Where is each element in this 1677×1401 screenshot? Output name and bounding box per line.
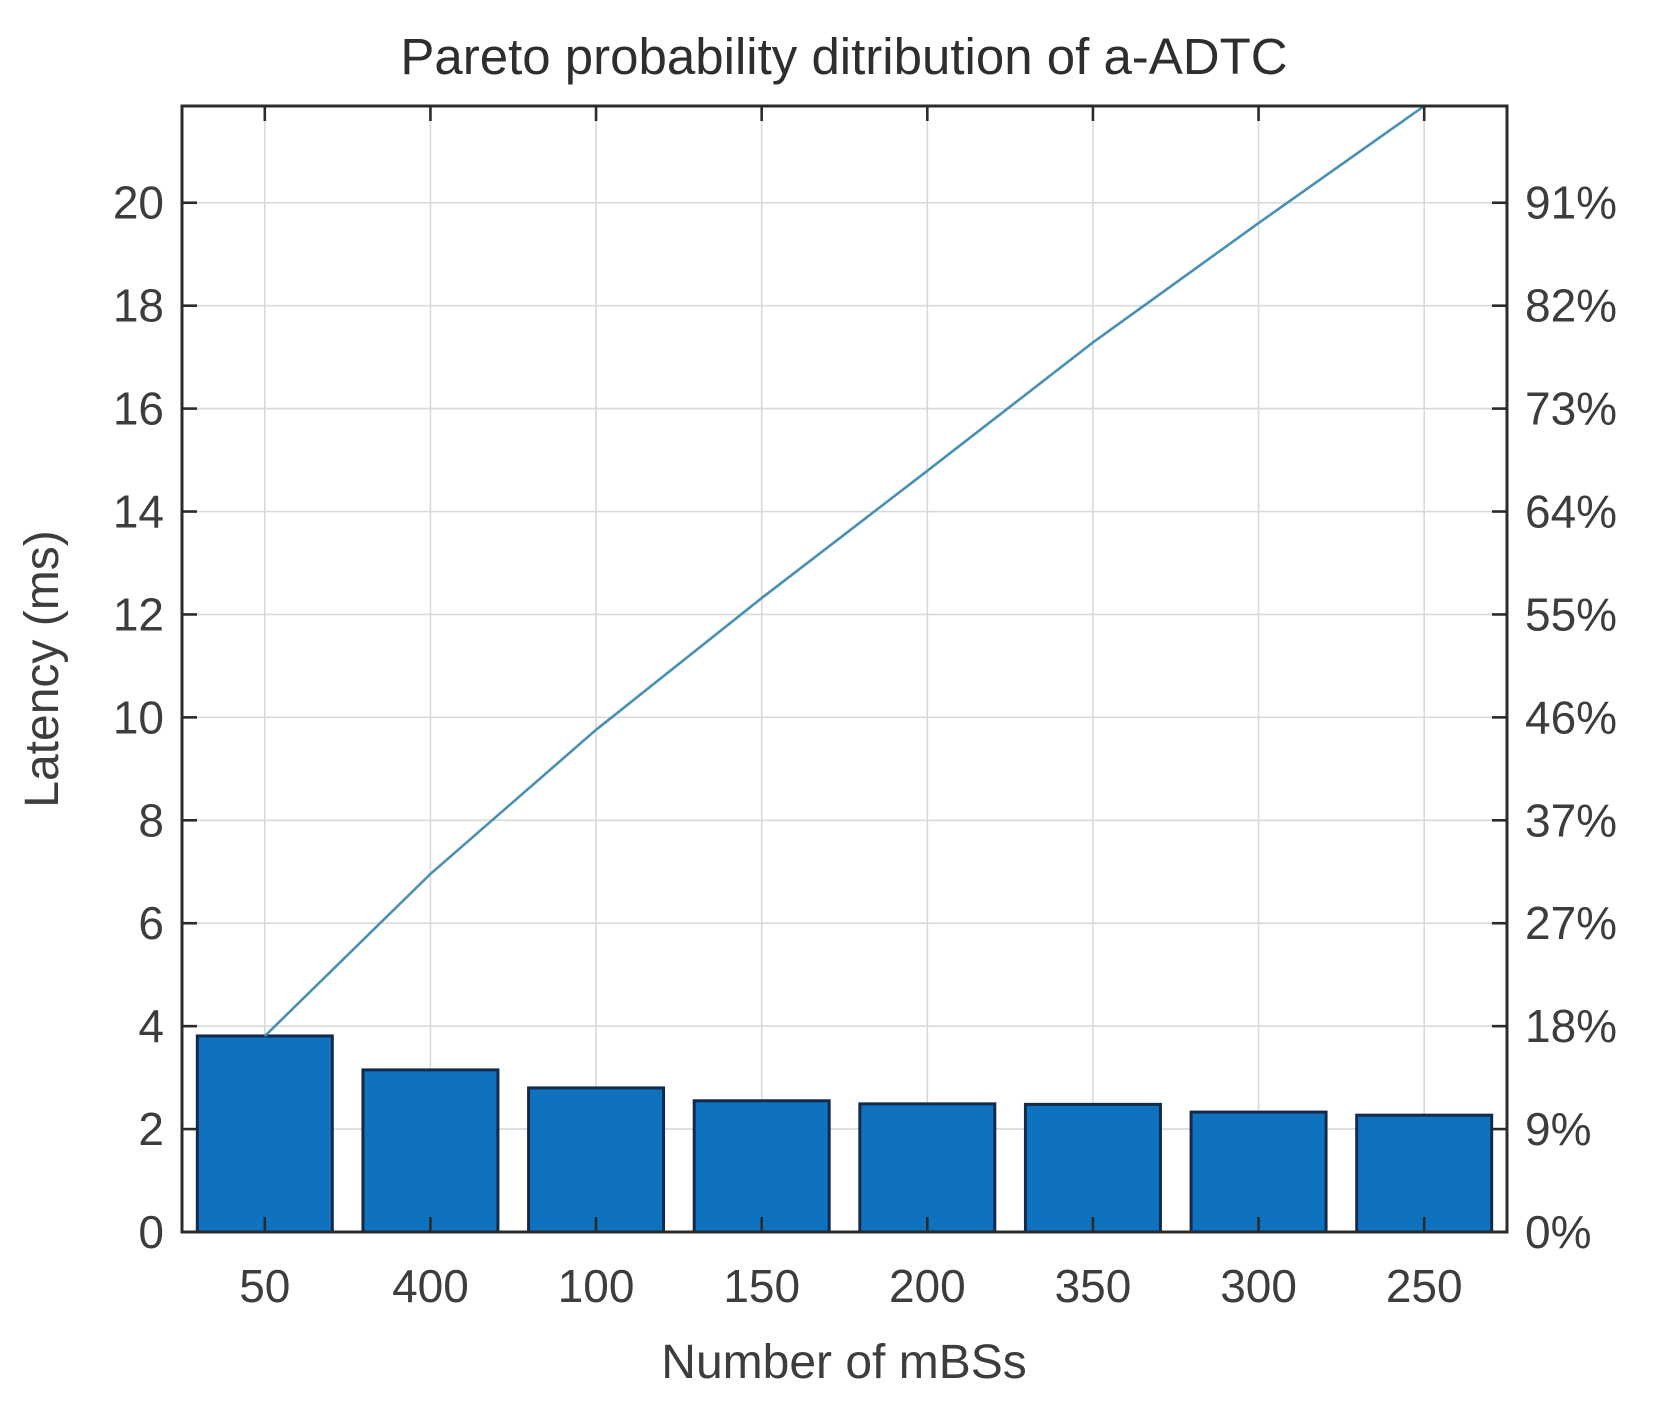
y-tick-label-right: 9% — [1525, 1103, 1591, 1155]
y-tick-label-left: 10 — [113, 691, 164, 743]
y-tick-label-left: 20 — [113, 177, 164, 229]
y-axis-label: Latency (ms) — [16, 530, 69, 807]
x-tick-label: 200 — [889, 1260, 966, 1312]
bar — [361, 1068, 500, 1234]
x-tick-label: 150 — [723, 1260, 800, 1312]
y-tick-label-left: 4 — [138, 1000, 164, 1052]
y-tick-label-left: 8 — [138, 794, 164, 846]
axes-box-and-ticks — [180, 104, 1509, 1234]
y-tick-label-left: 16 — [113, 383, 164, 435]
x-tick-label: 100 — [558, 1260, 635, 1312]
y-tick-label-right: 27% — [1525, 897, 1617, 949]
bar — [1189, 1110, 1328, 1234]
y-tick-label-left: 2 — [138, 1103, 164, 1155]
bar — [858, 1102, 997, 1234]
x-tick-label: 350 — [1055, 1260, 1132, 1312]
y-tick-label-right: 64% — [1525, 486, 1617, 538]
x-tick-label: 50 — [239, 1260, 290, 1312]
bar — [692, 1099, 831, 1234]
cumulative-line — [263, 104, 1425, 1038]
y-tick-label-left: 18 — [113, 280, 164, 332]
y-tick-label-right: 91% — [1525, 177, 1617, 229]
y-tick-label-right: 46% — [1525, 691, 1617, 743]
bar — [1023, 1102, 1162, 1234]
chart-title: Pareto probability ditribution of a-ADTC — [400, 28, 1287, 85]
y-tick-label-left: 14 — [113, 486, 164, 538]
bar-series — [195, 1034, 1494, 1234]
bar — [1355, 1113, 1494, 1234]
y-tick-label-left: 0 — [138, 1206, 164, 1258]
grid-lines — [182, 106, 1507, 1232]
x-tick-label: 300 — [1220, 1260, 1297, 1312]
tick-labels: 0 0% 2 9% 4 18% 6 27% 8 37% 10 46% 12 55% 14 64% 16 73% 18… — [113, 177, 1617, 1312]
x-axis-label: Number of mBSs — [661, 1336, 1026, 1389]
y-tick-label-right: 82% — [1525, 280, 1617, 332]
y-tick-label-right: 0% — [1525, 1206, 1591, 1258]
y-tick-label-right: 73% — [1525, 383, 1617, 435]
x-tick-label: 400 — [392, 1260, 469, 1312]
y-tick-label-left: 6 — [138, 897, 164, 949]
axes-box — [180, 104, 1509, 1234]
y-tick-label-right: 18% — [1525, 1000, 1617, 1052]
cumulative-line-series — [263, 104, 1425, 1038]
bar — [527, 1086, 666, 1234]
y-tick-label-right: 55% — [1525, 588, 1617, 640]
y-tick-label-left: 12 — [113, 588, 164, 640]
bar — [195, 1034, 334, 1234]
y-tick-label-right: 37% — [1525, 794, 1617, 846]
x-tick-label: 250 — [1386, 1260, 1463, 1312]
